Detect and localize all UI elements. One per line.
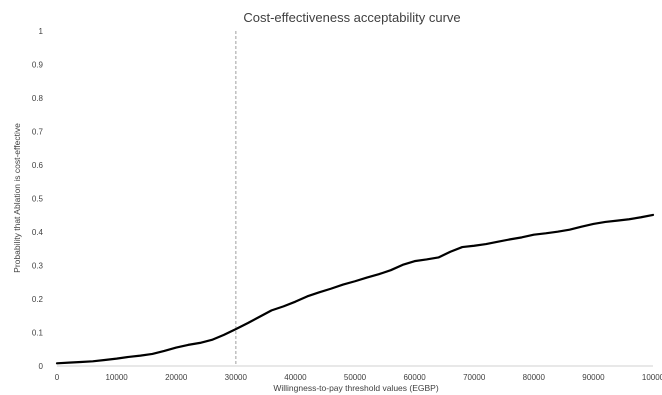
curve-point (473, 245, 475, 247)
curve-point (354, 280, 356, 282)
curve-point (342, 283, 344, 286)
curve-point (282, 305, 285, 307)
x-tick-label: 20000 (165, 373, 188, 382)
y-tick-label: 0.4 (32, 228, 44, 237)
y-tick-label: 0.7 (32, 128, 44, 137)
curve-point (425, 258, 428, 261)
curve-point (521, 236, 523, 238)
curve-point (378, 273, 380, 275)
x-tick-label: 90000 (582, 373, 605, 382)
curve-point (116, 358, 118, 360)
curve-point (616, 220, 618, 222)
x-axis-ticks: 0 10000 20000 30000 40000 50000 60000 70000 8000… (55, 373, 662, 382)
curve-point (592, 223, 595, 225)
curve-point (652, 214, 654, 216)
curve-point (390, 269, 392, 271)
curve-point (330, 288, 332, 290)
y-tick-label: 0 (39, 362, 44, 371)
curve-point (306, 295, 308, 297)
curve-point (139, 355, 142, 357)
curve-point (211, 339, 213, 341)
curve-points (56, 214, 654, 364)
curve-point (509, 238, 511, 240)
curve-point (294, 301, 296, 303)
curve-point (640, 216, 642, 218)
curve-point (175, 346, 177, 349)
x-tick-label: 10000 (642, 373, 662, 382)
x-tick-label: 50000 (344, 373, 367, 382)
curve-point (485, 243, 487, 245)
curve-point (461, 246, 463, 248)
y-tick-label: 0.9 (32, 61, 44, 70)
curve-point (402, 264, 404, 266)
curve-point (449, 251, 451, 253)
curve-point (199, 342, 201, 344)
curve-point (545, 232, 547, 234)
x-axis-label: Willingness-to-pay threshold values (EGB… (273, 383, 439, 393)
x-tick-label: 80000 (523, 373, 546, 382)
curve-point (104, 359, 106, 361)
curve-point (414, 260, 416, 262)
curve-point (80, 361, 82, 363)
y-axis-label: Probability that Ablation is cost-effect… (12, 123, 22, 273)
curve-point (247, 322, 249, 324)
x-tick-label: 30000 (225, 373, 248, 382)
curve-point (497, 241, 499, 243)
y-tick-label: 0.1 (32, 329, 44, 338)
curve-point (259, 316, 261, 318)
curve-point (628, 218, 630, 220)
curve-point (68, 362, 70, 364)
x-tick-label: 70000 (463, 373, 486, 382)
curve-point (151, 353, 153, 355)
curve-point (557, 231, 559, 233)
x-tick-label: 0 (55, 373, 60, 382)
curve-point (580, 226, 583, 228)
x-tick-label: 40000 (284, 373, 307, 382)
curve-point (270, 309, 273, 311)
curve-point (187, 344, 189, 346)
y-tick-label: 0.2 (32, 295, 44, 304)
curve-point (163, 350, 165, 352)
acceptability-curve-line (55, 213, 655, 365)
y-tick-label: 0.5 (32, 195, 44, 204)
curve-point (235, 328, 237, 330)
y-axis-ticks: 0 0.1 0.2 0.3 0.4 0.5 0.6 0.7 0.8 0.9 1 (32, 27, 44, 371)
y-tick-label: 0.8 (32, 94, 44, 103)
curve-point (437, 256, 440, 259)
plot-area (55, 31, 655, 367)
curve-point (92, 360, 94, 362)
curve-point (56, 362, 58, 364)
curve-point (127, 356, 130, 358)
y-tick-label: 0.6 (32, 161, 44, 170)
curve-point (366, 276, 368, 279)
y-tick-label: 1 (39, 27, 44, 36)
curve-point (568, 229, 571, 231)
curve-point (533, 234, 535, 236)
x-tick-label: 10000 (105, 373, 128, 382)
curve-point (604, 221, 606, 223)
curve-point (318, 291, 320, 293)
x-tick-label: 60000 (403, 373, 426, 382)
y-tick-label: 0.3 (32, 262, 44, 271)
curve-point (223, 334, 225, 336)
chart-title: Cost-effectiveness acceptability curve (243, 10, 460, 25)
